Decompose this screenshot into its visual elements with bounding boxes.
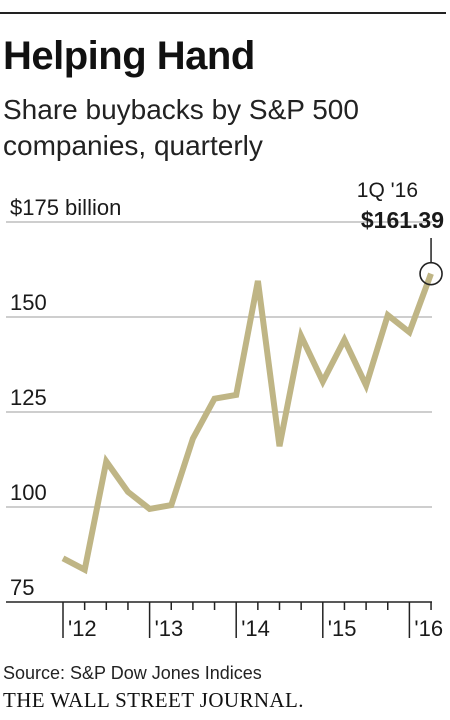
highlight-circle	[419, 261, 443, 286]
annotation-value: $161.39	[361, 207, 444, 233]
series-line	[61, 272, 434, 575]
chart-subtitle: Share buybacks by S&P 500 companies, qua…	[3, 94, 359, 161]
y-tick-label: 75	[10, 575, 34, 600]
x-tick-label: '14	[241, 616, 270, 641]
source-note: Source: S&P Dow Jones Indices	[3, 663, 262, 683]
y-tick-label: 125	[10, 385, 47, 410]
x-tick-label: '16	[414, 616, 443, 641]
y-tick-label: $175 billion	[10, 195, 121, 220]
top-rule	[0, 12, 446, 14]
y-tick-label: 100	[10, 480, 47, 505]
x-tick-label: '12	[68, 616, 97, 641]
annotation-period: 1Q '16	[357, 180, 418, 202]
publisher-logo: THE WALL STREET JOURNAL.	[3, 688, 304, 712]
x-tick-label: '13	[155, 616, 184, 641]
latest-value-annotation: 1Q '16 $161.39	[357, 180, 444, 286]
chart-title: Helping Hand	[3, 34, 255, 78]
x-tick-label: '15	[328, 616, 357, 641]
x-axis: '12 '13 '14 '15 '16	[6, 601, 443, 641]
y-tick-label: 150	[10, 290, 47, 315]
gridlines: $175 billion 150 125 100 75	[6, 195, 432, 600]
buyback-series	[61, 272, 434, 575]
